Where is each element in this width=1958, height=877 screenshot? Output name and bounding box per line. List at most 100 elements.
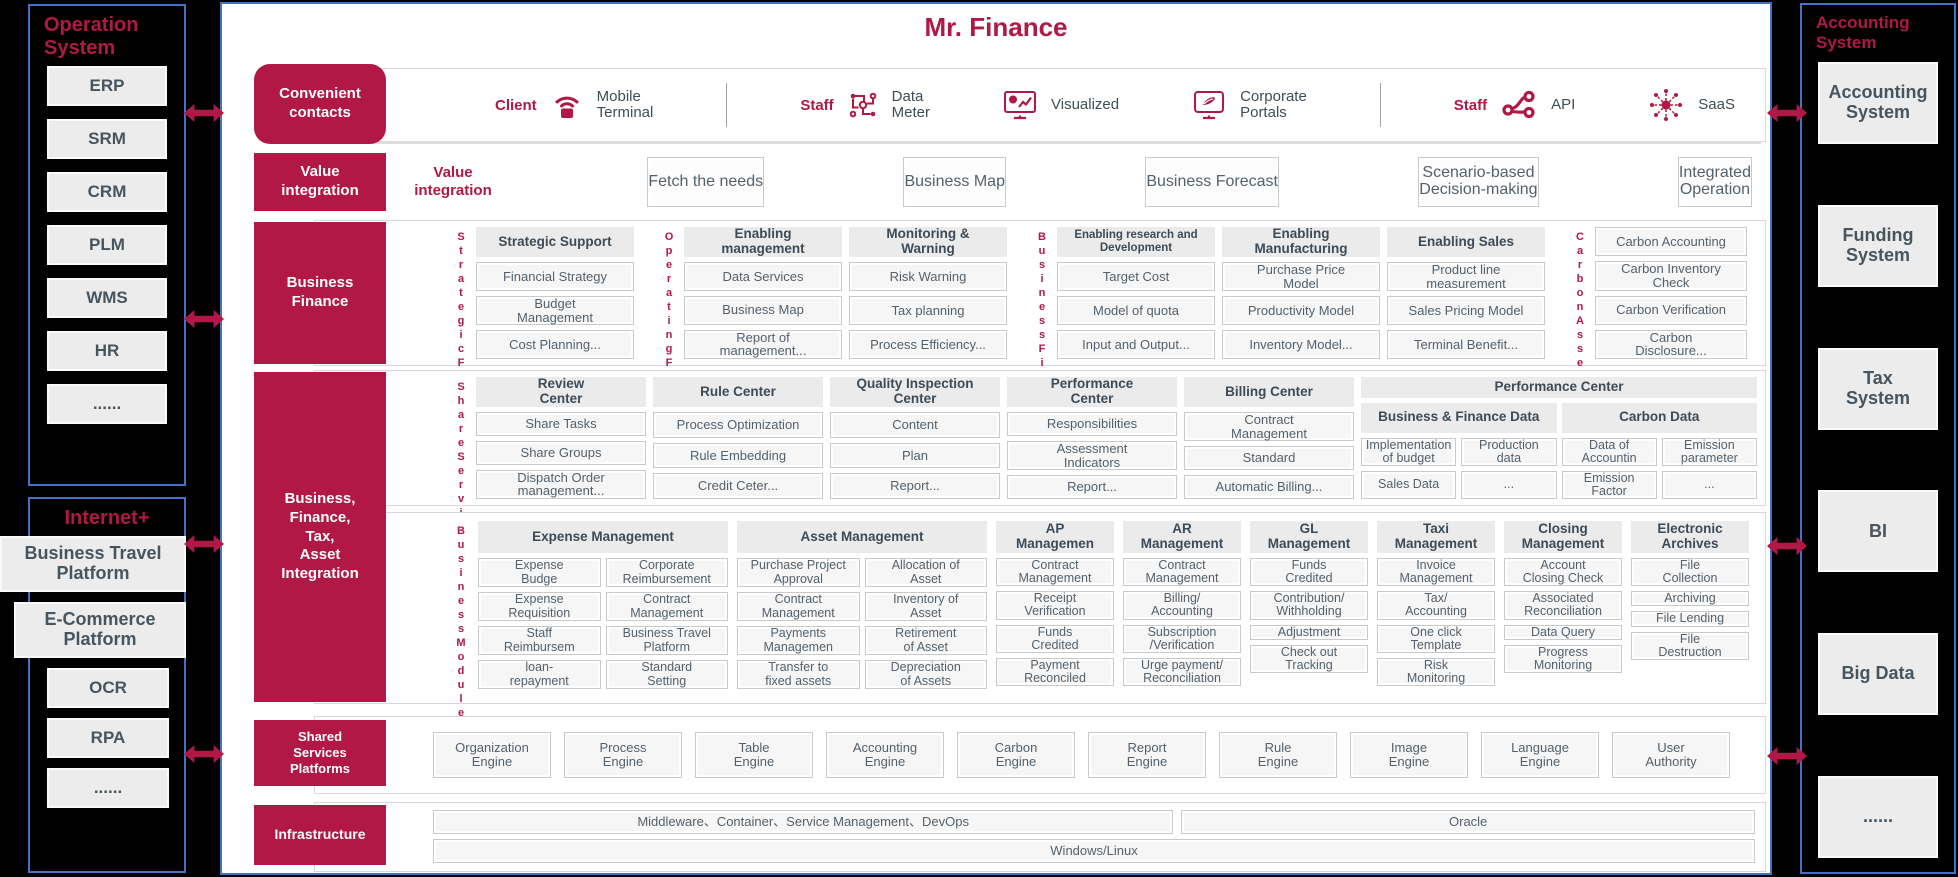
carbon-asset-vertical-label: CarbonAsset bbox=[1574, 231, 1586, 385]
page-title: Mr. Finance bbox=[924, 12, 1068, 42]
billing-center-group: Billing Center Contract Management Standa… bbox=[1184, 377, 1354, 499]
data-cell: Production data bbox=[1461, 437, 1557, 466]
left-right-arrow bbox=[1767, 104, 1807, 122]
module-box: Staff Reimbursem bbox=[478, 626, 601, 655]
module-box: Tax planning bbox=[849, 296, 1007, 325]
group-header: GL Management bbox=[1250, 521, 1368, 553]
module-box: Standard bbox=[1184, 446, 1354, 471]
internet-plus-item: Business Travel Platform bbox=[0, 536, 186, 592]
left-right-arrow bbox=[184, 535, 224, 553]
data-cell: Sales Data bbox=[1361, 470, 1457, 499]
module-box: Process Efficiency... bbox=[849, 330, 1007, 359]
module-box: Payments Managemen bbox=[737, 626, 860, 655]
group-header: Strategic Support bbox=[476, 227, 634, 257]
business-module-row: BusinessModule Expense Management Expens… bbox=[314, 512, 1766, 721]
internet-plus-item: RPA bbox=[47, 718, 169, 758]
carbon-asset-group: Carbon Accounting Carbon Inventory Check C… bbox=[1595, 227, 1747, 359]
module-box: Urge payment/ Reconciliation bbox=[1123, 657, 1241, 686]
infrastructure-label: Infrastructure bbox=[254, 805, 386, 865]
module-box: Report... bbox=[1007, 475, 1177, 499]
module-box: Product line measurement bbox=[1387, 262, 1545, 292]
module-box: Receipt Verification bbox=[996, 591, 1114, 620]
group-header: AP Managemen bbox=[996, 521, 1114, 553]
mobile-terminal-icon bbox=[551, 91, 583, 119]
business-finance-data-subheader: Business & Finance Data bbox=[1361, 402, 1557, 433]
value-box: Business Forecast bbox=[1145, 157, 1279, 207]
business-finance-row: StrategicFinance Strategic Support Finan… bbox=[314, 220, 1766, 455]
module-box: Model of quota bbox=[1057, 296, 1215, 325]
gl-management-group: GL Management Funds Credited Contribution… bbox=[1250, 521, 1368, 689]
module-box: Contract Management bbox=[996, 558, 1114, 587]
value-box: Fetch the needs bbox=[647, 157, 765, 207]
enabling-sales-group: Enabling Sales Product line measurement S… bbox=[1387, 227, 1545, 359]
enabling-management-group: Enabling management Data Services Busines… bbox=[684, 226, 842, 359]
strategic-support-group: Strategic Support Financial Strategy Budg… bbox=[476, 227, 634, 359]
module-box: Adjustment bbox=[1250, 624, 1368, 640]
left-right-arrow bbox=[184, 310, 224, 328]
operation-system-panel: Operation System ERP SRM CRM PLM WMS HR...... bbox=[28, 4, 186, 486]
module-box: Business Travel Platform bbox=[605, 626, 728, 655]
module-box: Carbon Inventory Check bbox=[1595, 261, 1747, 291]
module-box: Expense Budge bbox=[478, 558, 601, 587]
module-box: Corporate Reimbursement bbox=[605, 558, 728, 587]
group-header: Rule Center bbox=[653, 377, 823, 407]
integration-label: Business, Finance, Tax, Asset Integratio… bbox=[254, 372, 386, 702]
group-header: Enabling research and Development bbox=[1057, 227, 1215, 257]
operation-system-items: ERP SRM CRM PLM WMS HR...... bbox=[30, 66, 184, 424]
closing-management-group: Closing Management Account Closing Check… bbox=[1504, 521, 1622, 689]
staff2-label: Staff bbox=[1453, 96, 1488, 114]
mobile-terminal-label: Mobile Terminal bbox=[596, 87, 654, 121]
convenient-contacts-label: Convenient contacts bbox=[254, 64, 386, 144]
module-box: Risk Monitoring bbox=[1377, 657, 1495, 686]
group-header: Quality Inspection Center bbox=[830, 376, 1000, 407]
module-box: Progress Monitoring bbox=[1504, 644, 1622, 673]
monitoring-warning-group: Monitoring & Warning Risk Warning Tax pla… bbox=[849, 226, 1007, 359]
client-label: Client bbox=[495, 96, 537, 114]
data-cell: Data of Accountin bbox=[1561, 437, 1657, 466]
group-header: Enabling Sales bbox=[1387, 227, 1545, 257]
module-box: Credit Ceter... bbox=[653, 473, 823, 500]
module-box: Carbon Verification bbox=[1595, 295, 1747, 325]
visualized-label: Visualized bbox=[1051, 95, 1120, 113]
visualized-icon bbox=[1003, 90, 1037, 120]
accounting-system-title: Accounting System bbox=[1816, 13, 1910, 52]
operation-system-item: ...... bbox=[47, 384, 167, 424]
module-box: Retirement of Asset bbox=[864, 626, 987, 655]
group-header: Enabling Manufacturing bbox=[1222, 226, 1380, 257]
module-box: Archiving bbox=[1631, 591, 1749, 607]
engine-box: Accounting Engine bbox=[826, 732, 944, 778]
engine-box: Table Engine bbox=[695, 732, 813, 778]
group-header: Performance Center bbox=[1361, 377, 1757, 398]
module-box: Subscription /Verification bbox=[1123, 624, 1241, 653]
engine-box: Organization Engine bbox=[433, 732, 551, 778]
group-header: AR Management bbox=[1123, 521, 1241, 553]
left-right-arrow bbox=[184, 745, 224, 763]
group-header: Asset Management bbox=[737, 521, 987, 553]
module-box: Content bbox=[830, 412, 1000, 438]
module-box: Data Services bbox=[684, 262, 842, 291]
group-header: Monitoring & Warning bbox=[849, 226, 1007, 257]
module-box: Contract Management bbox=[605, 592, 728, 621]
quality-inspection-center-group: Quality Inspection Center Content Plan Rep… bbox=[830, 376, 1000, 500]
accounting-system-item: BI bbox=[1818, 490, 1938, 573]
module-box: Input and Output... bbox=[1057, 330, 1215, 359]
performance-center-group: Performance Center Responsibilities Asses… bbox=[1007, 376, 1177, 499]
group-header: Electronic Archives bbox=[1631, 521, 1749, 553]
ar-management-group: AR Management Contract Management Billing… bbox=[1123, 521, 1241, 689]
module-box: Allocation of Asset bbox=[864, 558, 987, 587]
operation-system-item: WMS bbox=[47, 278, 167, 318]
operation-system-item: ERP bbox=[47, 66, 167, 106]
module-box: Contract Management bbox=[1123, 558, 1241, 587]
data-cell: ... bbox=[1661, 470, 1757, 499]
api-branch-icon bbox=[1501, 90, 1537, 120]
module-box: Terminal Benefit... bbox=[1387, 330, 1545, 359]
enabling-manufacturing-group: Enabling Manufacturing Purchase Price Mo… bbox=[1222, 226, 1380, 359]
asset-management-group: Asset Management Purchase Project Approv… bbox=[737, 521, 987, 689]
module-box: Associated Reconciliation bbox=[1504, 591, 1622, 620]
module-box: Carbon Disclosure... bbox=[1595, 329, 1747, 359]
module-box: Assessment Indicators bbox=[1007, 440, 1177, 471]
internet-plus-title: Internet+ bbox=[64, 507, 150, 529]
module-box: Dispatch Order management... bbox=[476, 469, 646, 499]
shared-services-platforms-row: Organization Engine Process Engine Table E… bbox=[314, 716, 1766, 794]
module-box: Sales Pricing Model bbox=[1387, 296, 1545, 326]
